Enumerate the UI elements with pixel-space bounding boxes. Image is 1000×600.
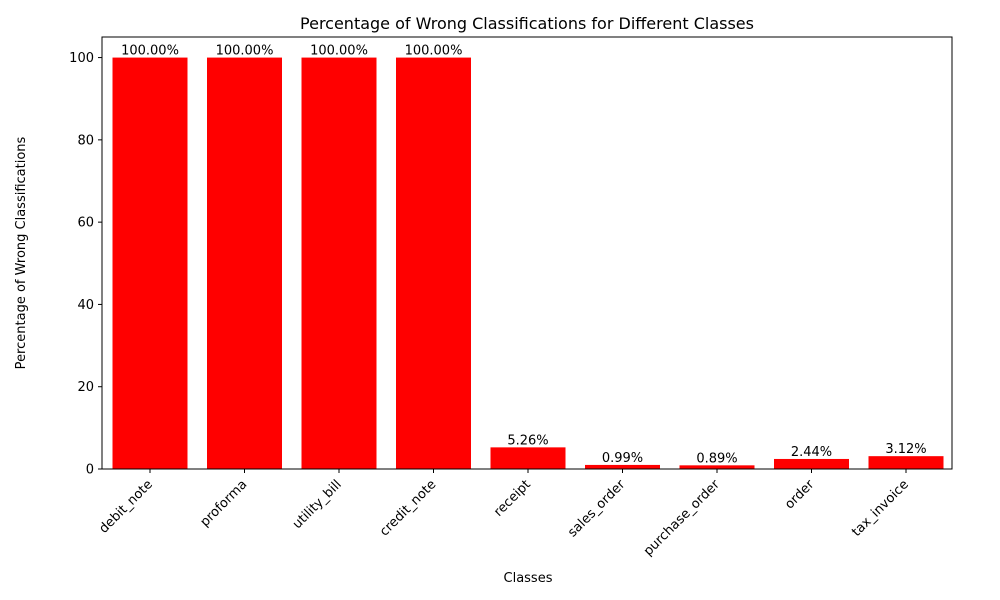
x-tick-label: receipt [491, 477, 534, 520]
data-label: 3.12% [885, 442, 926, 457]
plot-area: 0 20 40 60 80 100 100.00% debit_note 100.00% prof… [69, 44, 944, 559]
data-label: 100.00% [405, 44, 463, 59]
x-tick-label: debit_note [96, 477, 155, 536]
bar [774, 458, 849, 469]
bar [585, 464, 660, 469]
data-label: 100.00% [310, 44, 368, 59]
x-tick-label: order [782, 477, 818, 513]
x-tick-label: sales_order [565, 477, 629, 541]
y-tick-label: 60 [77, 216, 94, 231]
x-tick-label: purchase_order [641, 477, 723, 559]
bar [301, 57, 377, 469]
y-tick-label: 0 [86, 463, 94, 478]
plot-frame [101, 36, 953, 470]
x-axis-label: Classes [504, 571, 553, 586]
bar [396, 57, 471, 469]
data-label: 2.44% [791, 445, 832, 460]
y-tick-label: 80 [77, 133, 94, 148]
bar [207, 57, 282, 469]
chart-title: Percentage of Wrong Classifications for … [300, 14, 754, 33]
data-label: 100.00% [216, 44, 274, 59]
y-tick-label: 40 [77, 298, 94, 313]
x-tick-label: proforma [198, 477, 251, 530]
bar [679, 465, 755, 469]
x-tick-label: tax_invoice [849, 477, 912, 540]
x-tick-label: utility_bill [290, 477, 345, 532]
data-label: 0.99% [602, 451, 643, 466]
x-tick-label: credit_note [377, 477, 439, 539]
bar [490, 447, 566, 469]
y-tick-label: 20 [77, 380, 94, 395]
y-tick-label: 100 [69, 51, 94, 66]
data-label: 5.26% [507, 433, 548, 448]
data-label: 0.89% [696, 451, 737, 466]
bar [868, 456, 944, 469]
data-label: 100.00% [121, 44, 179, 59]
bar [112, 57, 188, 469]
y-axis-label: Percentage of Wrong Classifications [14, 136, 29, 369]
